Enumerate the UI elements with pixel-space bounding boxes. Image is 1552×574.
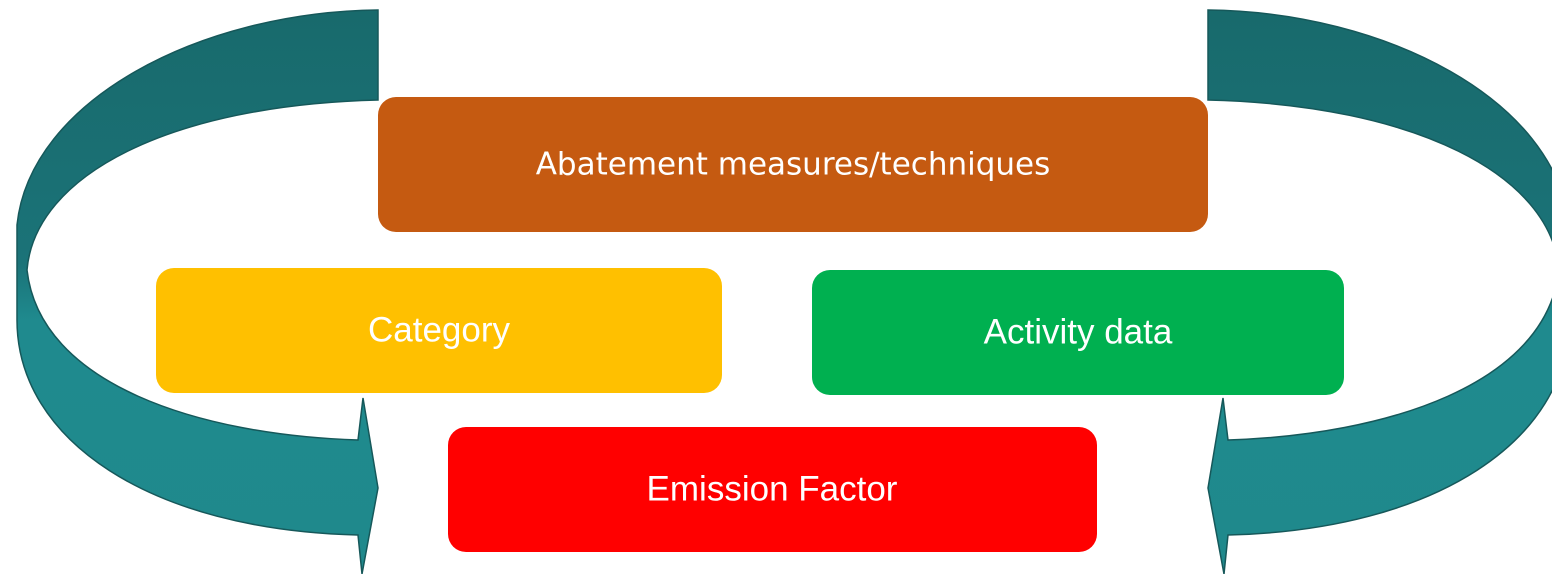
emission-box <box>448 427 1097 552</box>
left-cycle-arrow <box>16 9 379 574</box>
emission-label: Emission Factor <box>647 469 898 508</box>
abatement-label: Abatement measures/techniques <box>536 147 1051 183</box>
activity-box <box>812 270 1344 395</box>
right-cycle-arrow <box>1207 9 1552 574</box>
abatement-box <box>378 97 1208 232</box>
activity-label: Activity data <box>984 312 1173 351</box>
category-label: Category <box>368 310 511 349</box>
category-box <box>156 268 722 393</box>
